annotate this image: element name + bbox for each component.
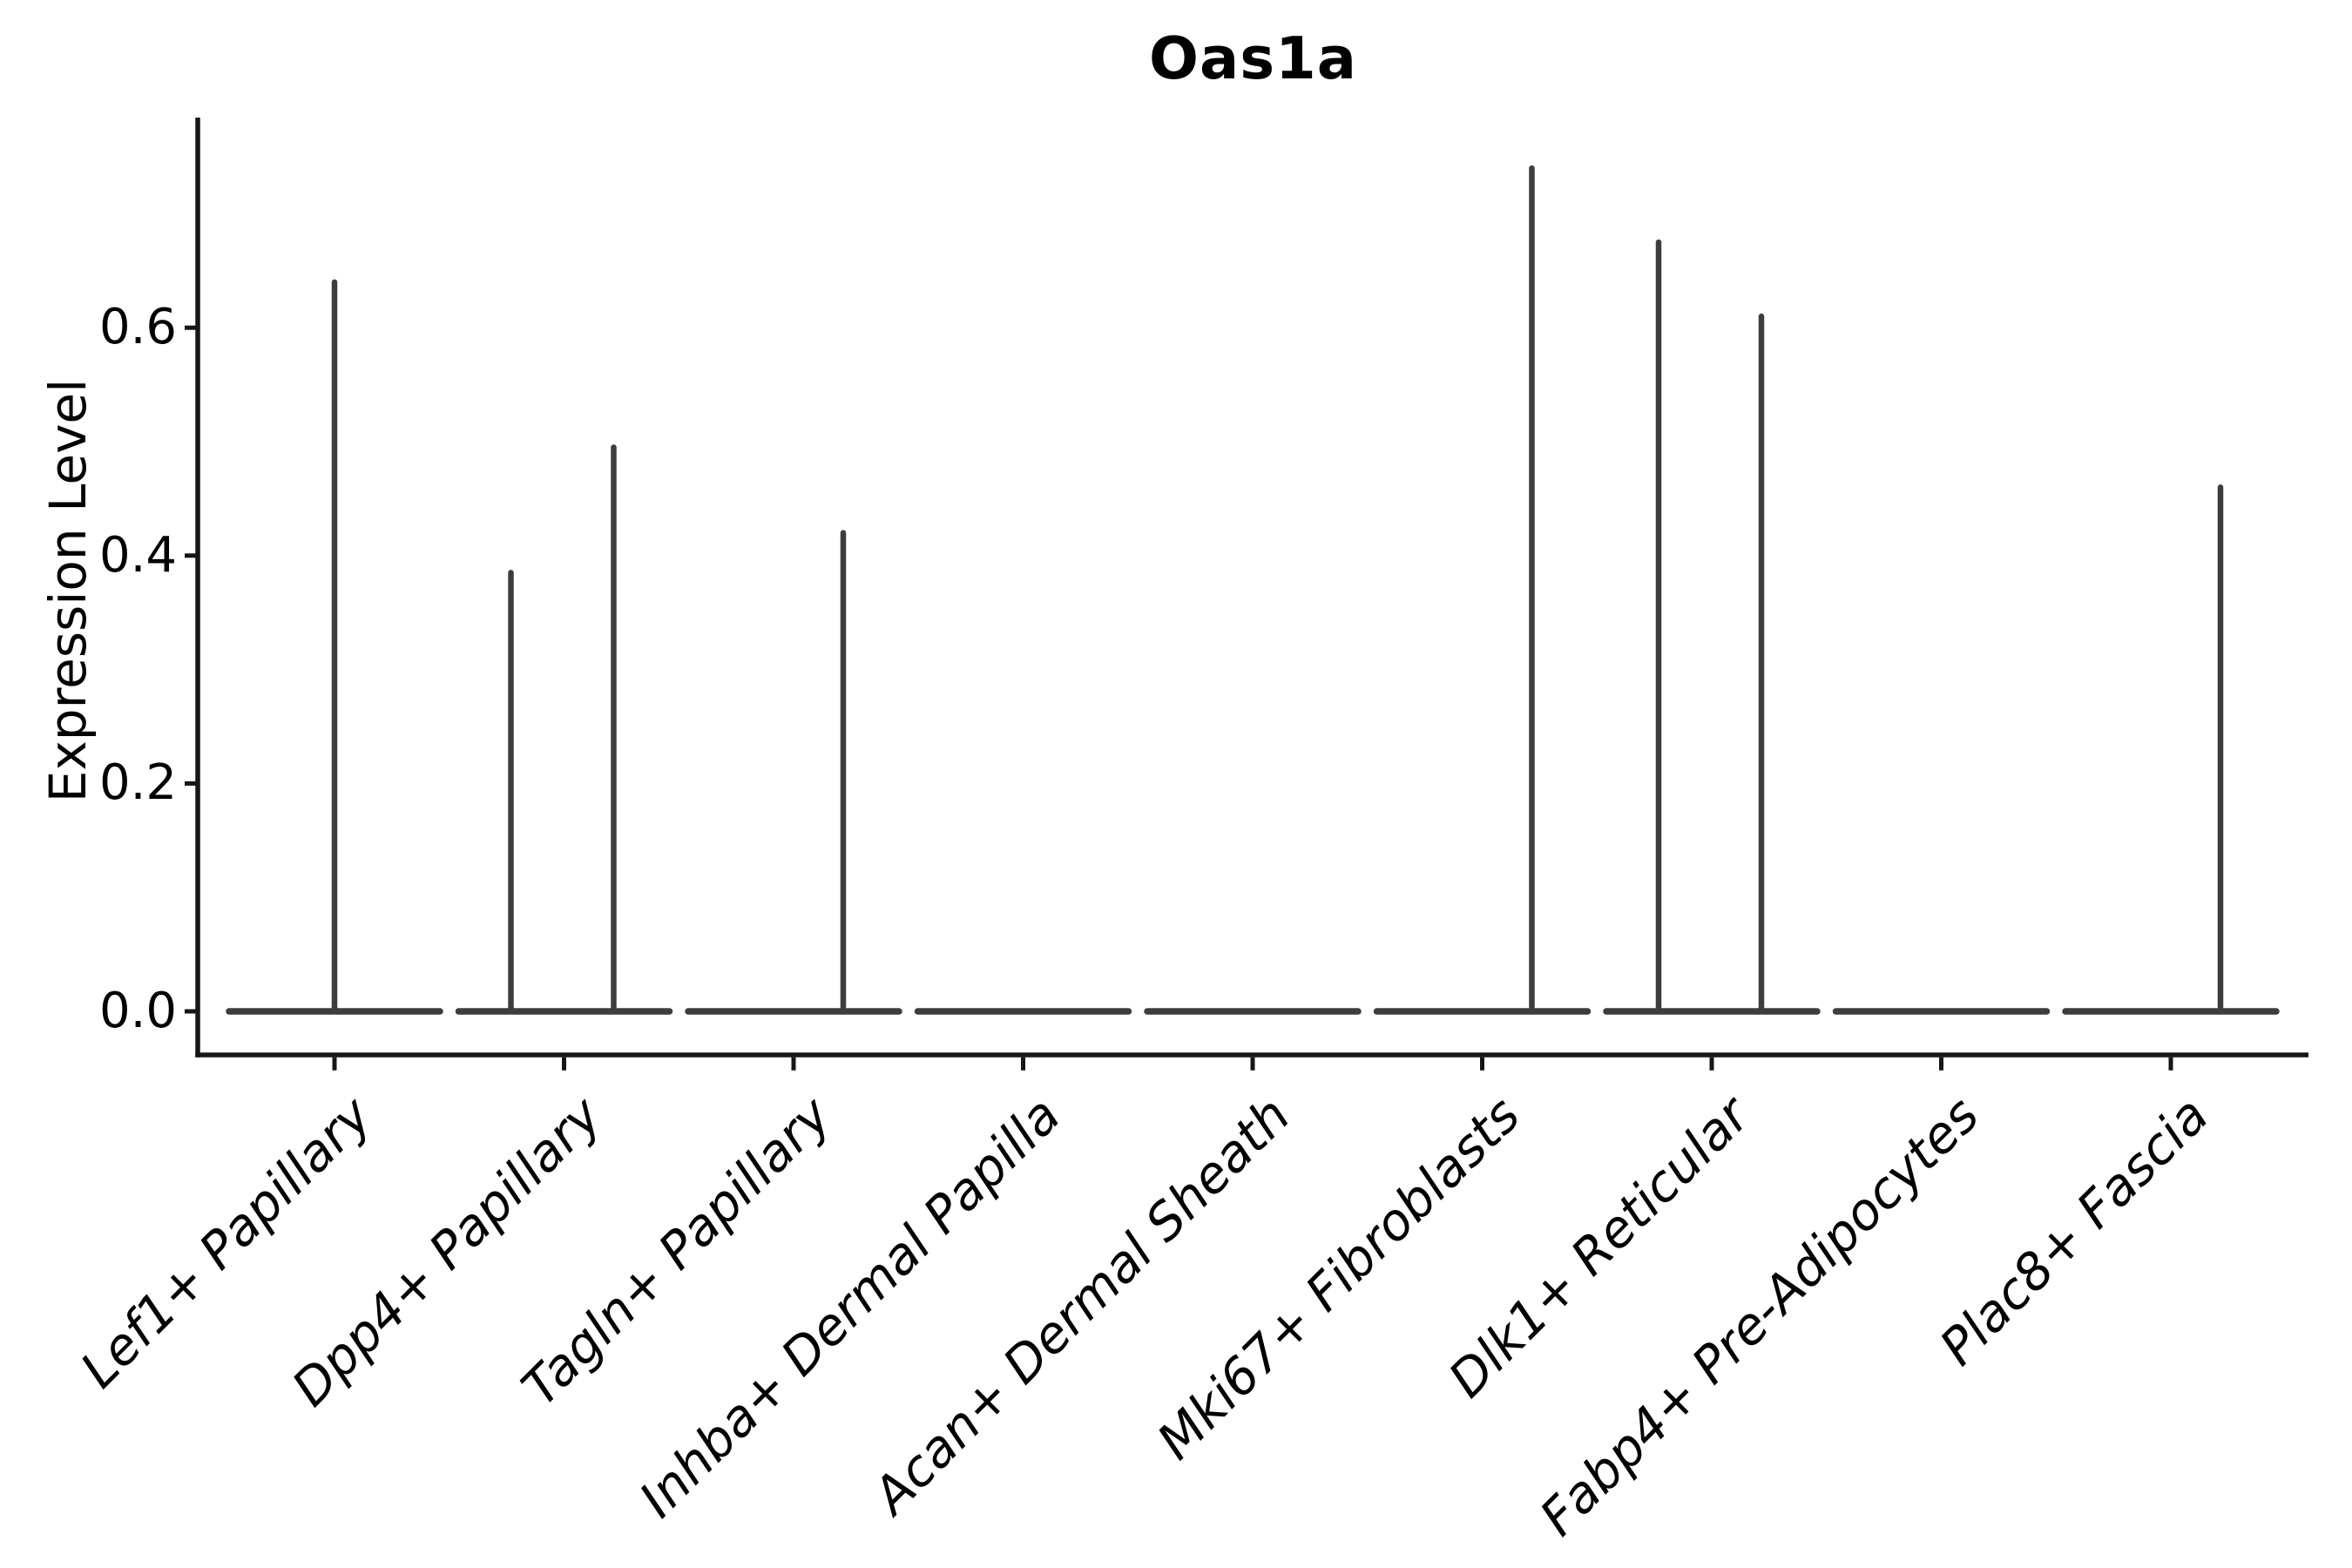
y-tick-label: 0.2 <box>98 754 177 812</box>
plot-title: Oas1a <box>1149 24 1357 92</box>
y-tick-label: 0.6 <box>98 299 177 356</box>
y-tick-label: 0.4 <box>98 526 177 584</box>
y-tick-label: 0.0 <box>98 983 177 1039</box>
